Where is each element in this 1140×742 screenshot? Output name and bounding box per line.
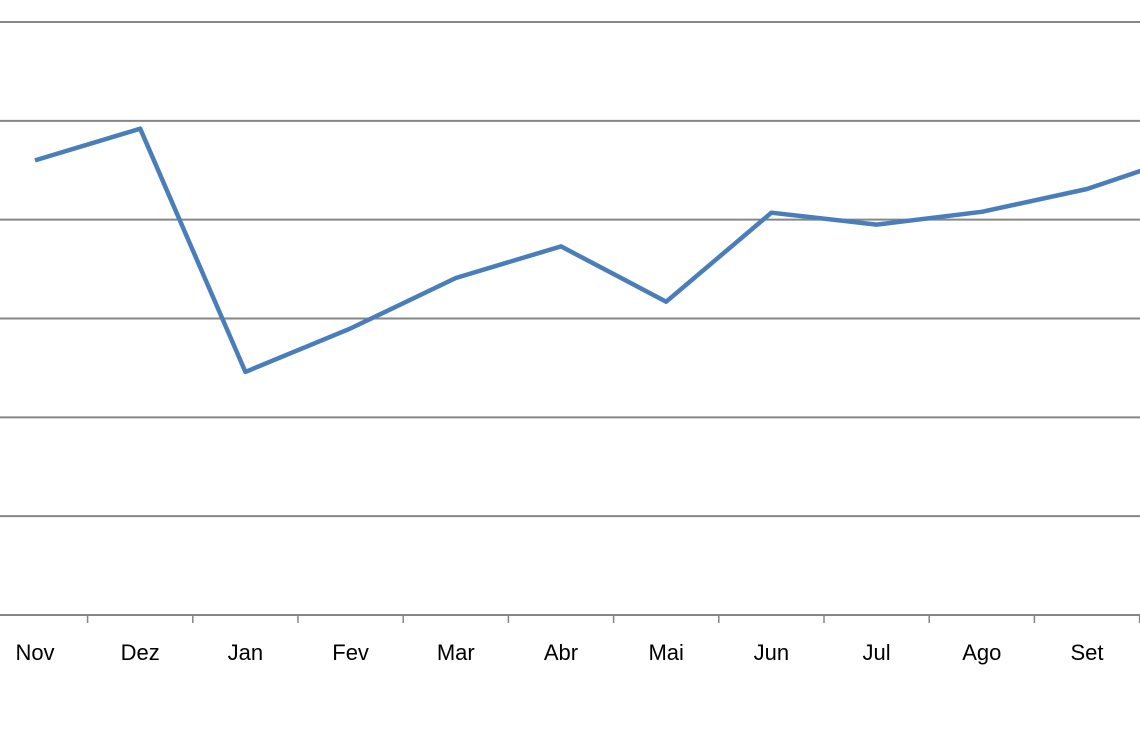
x-tick-label: Mar bbox=[437, 640, 475, 665]
x-tick-label: Set bbox=[1070, 640, 1103, 665]
x-tick-label: Fev bbox=[332, 640, 369, 665]
x-tick-label: Dez bbox=[121, 640, 160, 665]
x-tick-label: Jul bbox=[863, 640, 891, 665]
x-tick-label: Ago bbox=[962, 640, 1001, 665]
x-tick-label: Jan bbox=[228, 640, 263, 665]
x-tick-label: Mai bbox=[648, 640, 683, 665]
x-tick-label: Nov bbox=[15, 640, 54, 665]
x-tick-label: Abr bbox=[544, 640, 578, 665]
data-line bbox=[34, 126, 1140, 375]
x-tick-label: Jun bbox=[754, 640, 789, 665]
